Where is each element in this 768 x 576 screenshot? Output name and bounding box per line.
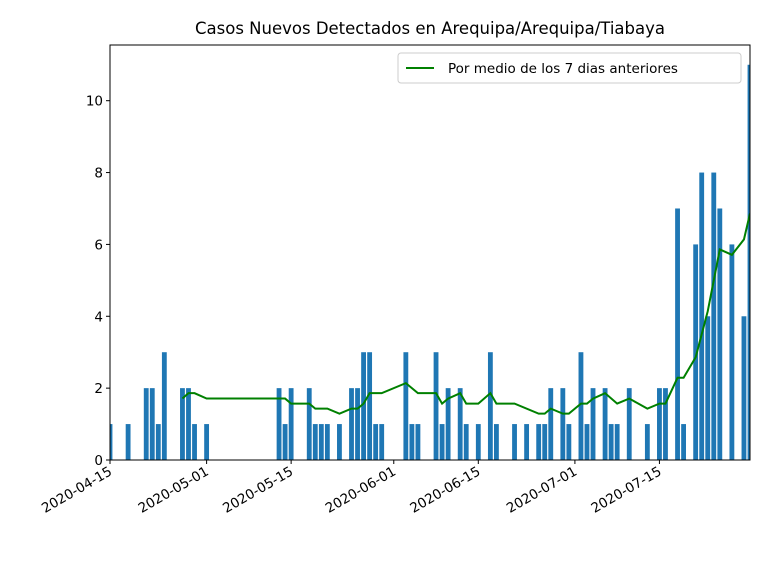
x-tick-label: 2020-05-01 [136,464,212,517]
bar [602,388,608,460]
bar [475,424,481,460]
x-tick-label: 2020-05-15 [220,464,296,517]
bar [149,388,155,460]
bar [110,424,113,460]
x-tick-label: 2020-04-15 [39,464,115,517]
bar [463,424,469,460]
bar [192,424,197,460]
bar [608,424,614,460]
bar [494,424,499,460]
x-tick-label: 2020-06-15 [407,464,483,517]
bar [125,424,131,460]
y-tick-label: 8 [94,166,103,182]
bar [717,208,723,460]
bar [626,388,632,460]
bar [566,424,572,460]
bar [487,352,493,460]
x-tick-label: 2020-07-01 [504,464,580,517]
average-line [181,213,750,415]
bar [663,388,668,460]
bar [276,388,282,460]
bar [415,424,421,460]
x-tick-label: 2020-07-15 [588,464,664,517]
bar [161,352,167,460]
bar [349,388,354,460]
y-tick-label: 2 [94,381,103,397]
bar [439,424,445,460]
bar [542,424,548,460]
bar [741,316,747,460]
bar [143,388,149,460]
y-tick-label: 0 [94,453,103,469]
bar [560,388,566,460]
bar [524,424,530,460]
bar [186,388,191,460]
y-tick-label: 6 [94,237,103,253]
plot-area [110,64,750,460]
bar [693,244,699,460]
bar [711,172,717,460]
bar [445,388,451,460]
bar [180,388,185,460]
bar [536,424,542,460]
bar [337,424,342,460]
y-tick-label: 4 [94,309,103,325]
axes-frame [109,44,751,461]
chart-title: Casos Nuevos Detectados en Arequipa/Areq… [195,19,665,38]
legend: Por medio de los 7 dias anteriores [397,52,742,84]
bar [324,424,330,460]
bar [512,424,517,460]
bar [699,172,705,460]
bar [288,388,294,460]
bar [306,388,312,460]
bar [155,424,161,460]
bar [548,388,554,460]
bar [614,424,620,460]
bar [379,424,385,460]
bar [657,388,662,460]
bar [681,424,686,460]
bar [355,388,360,460]
legend-label: Por medio de los 7 dias anteriores [448,61,678,77]
bar [409,424,415,460]
bar [312,424,318,460]
x-tick-label: 2020-06-01 [323,464,399,517]
y-tick-label: 10 [86,94,103,110]
bar [729,244,735,460]
bar [590,388,596,460]
bar [457,388,463,460]
bar [361,352,366,460]
bar [318,424,324,460]
bar [282,424,288,460]
legend-box [397,52,742,84]
bar [578,352,584,460]
bar [204,424,210,460]
bar [403,352,409,460]
bar [644,424,650,460]
bar [367,352,373,460]
bar [433,352,439,460]
bar [373,424,379,460]
bar [705,316,711,460]
bar [675,208,680,460]
bar [747,64,750,460]
bar [584,424,590,460]
